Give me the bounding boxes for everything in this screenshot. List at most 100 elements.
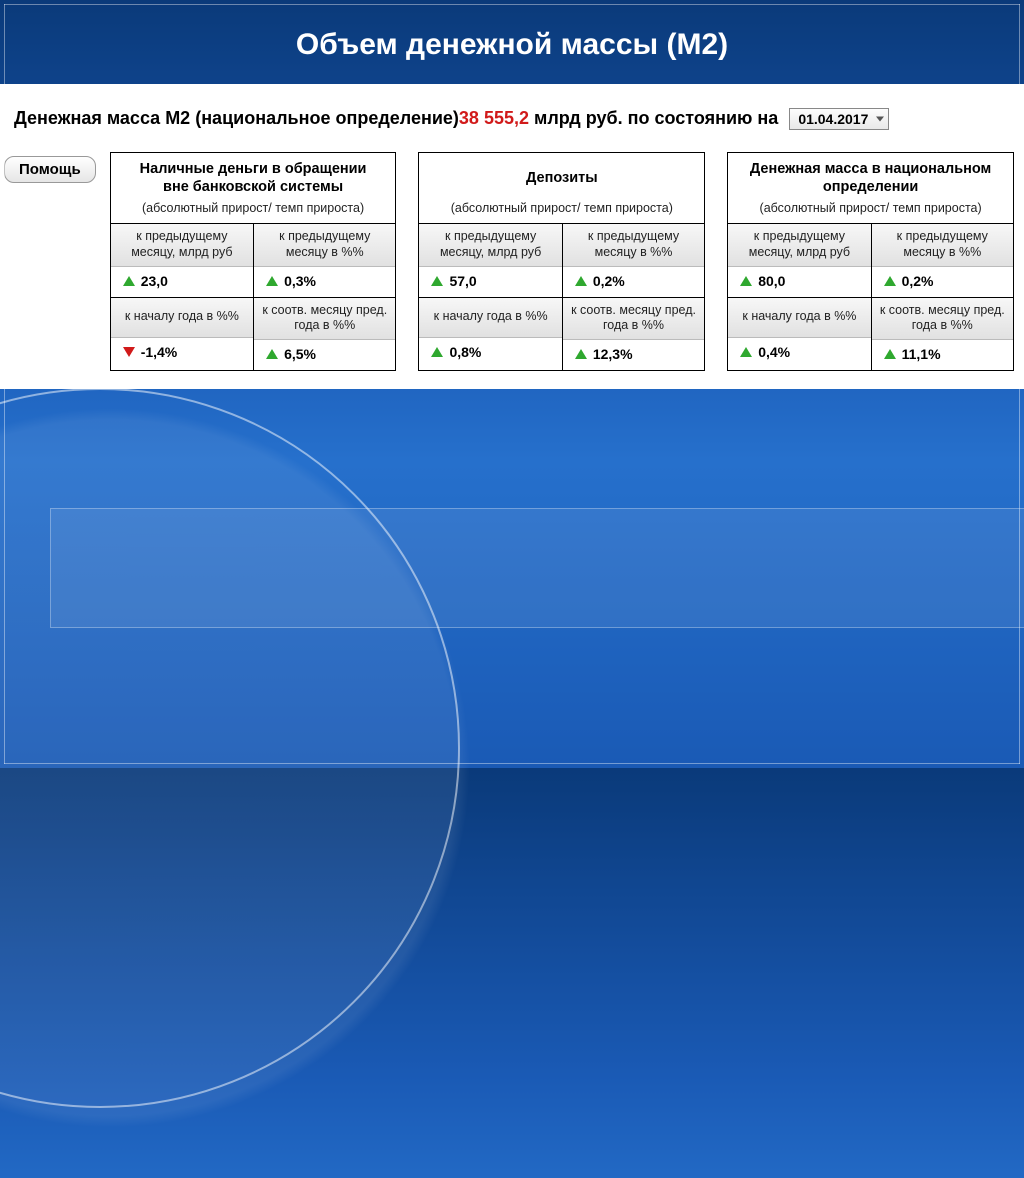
metric-cell-label: к предыдущему месяцу в %%	[254, 224, 395, 266]
arrow-up-icon	[884, 276, 896, 286]
metric-cell: к предыдущему месяцу в %% 0,2%	[871, 223, 1013, 296]
m2-label-post: млрд руб. по состоянию на	[529, 108, 778, 128]
metric-cell: к предыдущему месяцу, млрд руб 80,0	[728, 223, 870, 296]
metric-cell-label: к предыдущему месяцу в %%	[563, 224, 704, 266]
metric-cell-value: 12,3%	[563, 340, 704, 370]
card-title: Наличные деньги в обращениивне банковско…	[111, 153, 396, 201]
metric-cell-value: 0,2%	[872, 267, 1013, 297]
help-button[interactable]: Помощь	[4, 156, 96, 183]
frame-line	[4, 4, 5, 764]
metric-cell: к соотв. месяцу пред. года в %% 6,5%	[253, 297, 395, 370]
metric-cell-value: 0,3%	[254, 267, 395, 297]
m2-label-pre: Денежная масса М2 (национальное определе…	[14, 108, 459, 128]
arrow-up-icon	[266, 349, 278, 359]
metric-cell-value: 0,4%	[728, 338, 870, 368]
metric-value-text: 0,8%	[449, 344, 481, 360]
metric-value-text: 80,0	[758, 273, 785, 289]
arrow-up-icon	[575, 349, 587, 359]
metric-cell-label: к предыдущему месяцу, млрд руб	[419, 224, 561, 266]
card-subtitle: (абсолютный прирост/ темп прироста)	[728, 201, 1013, 223]
metric-cell-label: к предыдущему месяцу в %%	[872, 224, 1013, 266]
frame-line	[1019, 4, 1020, 764]
card-title-line: вне банковской системы	[119, 178, 388, 196]
arrow-up-icon	[431, 347, 443, 357]
metric-cell: к началу года в %% 0,8%	[419, 297, 561, 370]
metric-cell: к соотв. месяцу пред. года в %% 12,3%	[562, 297, 704, 370]
decorative-swoosh-outline	[0, 388, 460, 1108]
page-title: Объем денежной массы (М2)	[0, 0, 1024, 84]
metric-cell-value: 6,5%	[254, 340, 395, 370]
card-title-line: определении	[736, 178, 1005, 196]
metric-value-text: 23,0	[141, 273, 168, 289]
frame-line	[4, 763, 1020, 764]
metric-cell-label: к началу года в %%	[419, 298, 561, 338]
arrow-up-icon	[123, 276, 135, 286]
cards-container: Наличные деньги в обращениивне банковско…	[110, 152, 1014, 371]
chevron-down-icon	[876, 117, 884, 122]
metric-cell-value: 0,8%	[419, 338, 561, 368]
date-select[interactable]: 01.04.2017	[789, 108, 889, 130]
metric-cell: к соотв. месяцу пред. года в %% 11,1%	[871, 297, 1013, 370]
metric-cell-label: к соотв. месяцу пред. года в %%	[563, 298, 704, 340]
metric-value-text: 6,5%	[284, 346, 316, 362]
card-subtitle: (абсолютный прирост/ темп прироста)	[419, 201, 704, 223]
card-row: к предыдущему месяцу, млрд руб23,0к пред…	[111, 223, 396, 296]
metric-value-text: 0,2%	[902, 273, 934, 289]
metric-cell: к предыдущему месяцу, млрд руб 23,0	[111, 223, 253, 296]
arrow-up-icon	[431, 276, 443, 286]
metric-cell-label: к соотв. месяцу пред. года в %%	[872, 298, 1013, 340]
card-title: Депозиты	[419, 153, 704, 201]
metric-cell: к началу года в %% -1,4%	[111, 297, 253, 370]
metric-card: Наличные деньги в обращениивне банковско…	[110, 152, 397, 371]
metric-value-text: 0,4%	[758, 344, 790, 360]
metric-cell-label: к предыдущему месяцу, млрд руб	[728, 224, 870, 266]
decorative-swoosh	[0, 358, 520, 1178]
metric-card: Депозиты (абсолютный прирост/ темп прирос…	[418, 152, 705, 371]
metric-cell-label: к началу года в %%	[728, 298, 870, 338]
metric-value-text: -1,4%	[141, 344, 178, 360]
metric-cell: к предыдущему месяцу, млрд руб 57,0	[419, 223, 561, 296]
card-row: к началу года в %% -1,4% к соотв. месяцу п…	[111, 297, 396, 370]
arrow-up-icon	[266, 276, 278, 286]
arrow-up-icon	[740, 347, 752, 357]
metric-cell-value: 0,2%	[563, 267, 704, 297]
metric-cell-value: 23,0	[111, 267, 253, 297]
decorative-band-light	[50, 508, 1024, 628]
card-row: к началу года в %% 0,8% к соотв. месяцу пр…	[419, 297, 704, 370]
card-row: к предыдущему месяцу, млрд руб80,0к пред…	[728, 223, 1013, 296]
arrow-up-icon	[740, 276, 752, 286]
metric-value-text: 0,3%	[284, 273, 316, 289]
decorative-band	[0, 508, 1024, 768]
card-row: к предыдущему месяцу, млрд руб57,0к пред…	[419, 223, 704, 296]
metric-cell: к началу года в %% 0,4%	[728, 297, 870, 370]
metric-value-text: 12,3%	[593, 346, 633, 362]
arrow-up-icon	[575, 276, 587, 286]
arrow-down-icon	[123, 347, 135, 357]
metric-cell-label: к предыдущему месяцу, млрд руб	[111, 224, 253, 266]
metric-cell-value: 80,0	[728, 267, 870, 297]
frame-line	[4, 4, 1020, 5]
metric-cell-label: к началу года в %%	[111, 298, 253, 338]
card-title-line: Наличные деньги в обращении	[119, 160, 388, 178]
m2-summary: Денежная масса М2 (национальное определе…	[10, 102, 1014, 152]
metric-cell-value: 57,0	[419, 267, 561, 297]
metric-cell: к предыдущему месяцу в %% 0,3%	[253, 223, 395, 296]
content-panel: Денежная масса М2 (национальное определе…	[0, 84, 1024, 389]
arrow-up-icon	[884, 349, 896, 359]
card-subtitle: (абсолютный прирост/ темп прироста)	[111, 201, 396, 223]
metric-cell: к предыдущему месяцу в %% 0,2%	[562, 223, 704, 296]
metric-value-text: 57,0	[449, 273, 476, 289]
metric-cell-label: к соотв. месяцу пред. года в %%	[254, 298, 395, 340]
main-row: Помощь Наличные деньги в обращениивне ба…	[10, 152, 1014, 371]
metric-card: Денежная масса в национальномопределении…	[727, 152, 1014, 371]
metric-cell-value: -1,4%	[111, 338, 253, 368]
metric-value-text: 0,2%	[593, 273, 625, 289]
metric-value-text: 11,1%	[902, 346, 941, 362]
m2-value: 38 555,2	[459, 108, 529, 128]
card-title-line: Денежная масса в национальном	[736, 160, 1005, 178]
metric-cell-value: 11,1%	[872, 340, 1013, 370]
card-title-line: Депозиты	[427, 169, 696, 187]
card-title: Денежная масса в национальномопределении	[728, 153, 1013, 201]
card-row: к началу года в %% 0,4% к соотв. месяцу пр…	[728, 297, 1013, 370]
date-select-value: 01.04.2017	[798, 111, 868, 127]
